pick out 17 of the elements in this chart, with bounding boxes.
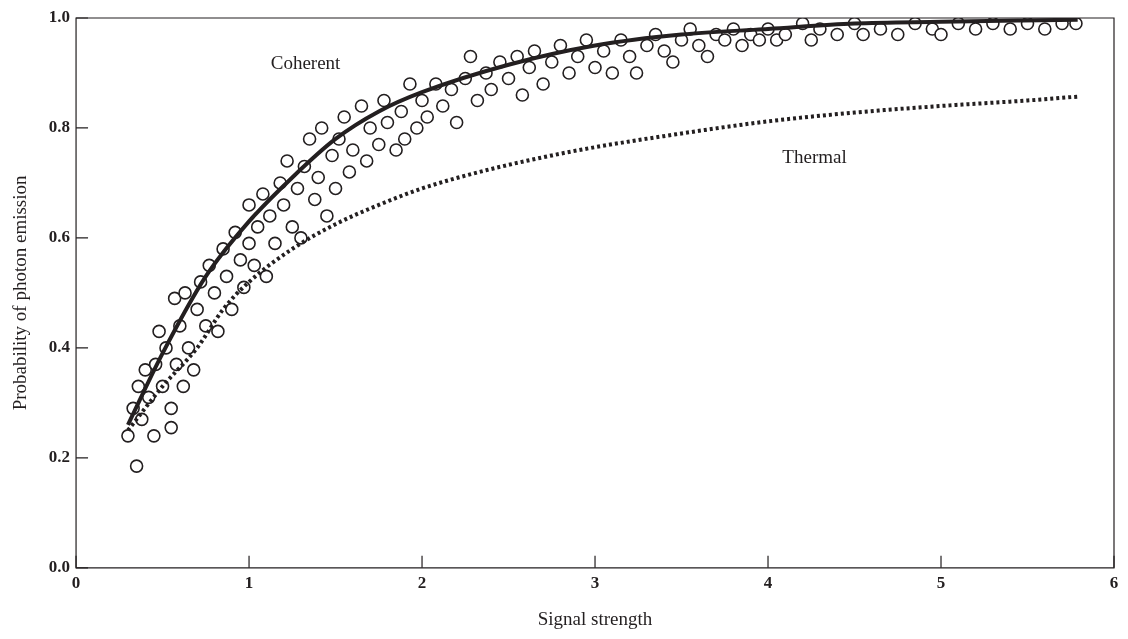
- y-tick-label: 0.6: [48, 227, 71, 247]
- x-tick-label: 4: [763, 573, 773, 593]
- text: Coherent: [270, 51, 342, 73]
- series-label: Thermal: [782, 145, 847, 167]
- x-tick-label: 3: [590, 573, 600, 593]
- y-axis-title: Probability of photon emission: [9, 174, 31, 411]
- x-tick-label: 5: [936, 573, 946, 593]
- y-tick-label: 0.2: [48, 447, 71, 467]
- y-tick-label: 0.0: [48, 557, 71, 577]
- y-tick-label: 1.0: [48, 7, 71, 27]
- x-tick-label: 6: [1109, 573, 1119, 593]
- x-tick-label: 0: [71, 573, 81, 593]
- x-tick-label: 2: [417, 573, 427, 593]
- x-tick-label: 1: [244, 573, 254, 593]
- y-tick-label: 0.8: [48, 117, 71, 137]
- y-tick-label: 0.4: [48, 337, 71, 357]
- x-axis-title: Signal strength: [537, 607, 653, 629]
